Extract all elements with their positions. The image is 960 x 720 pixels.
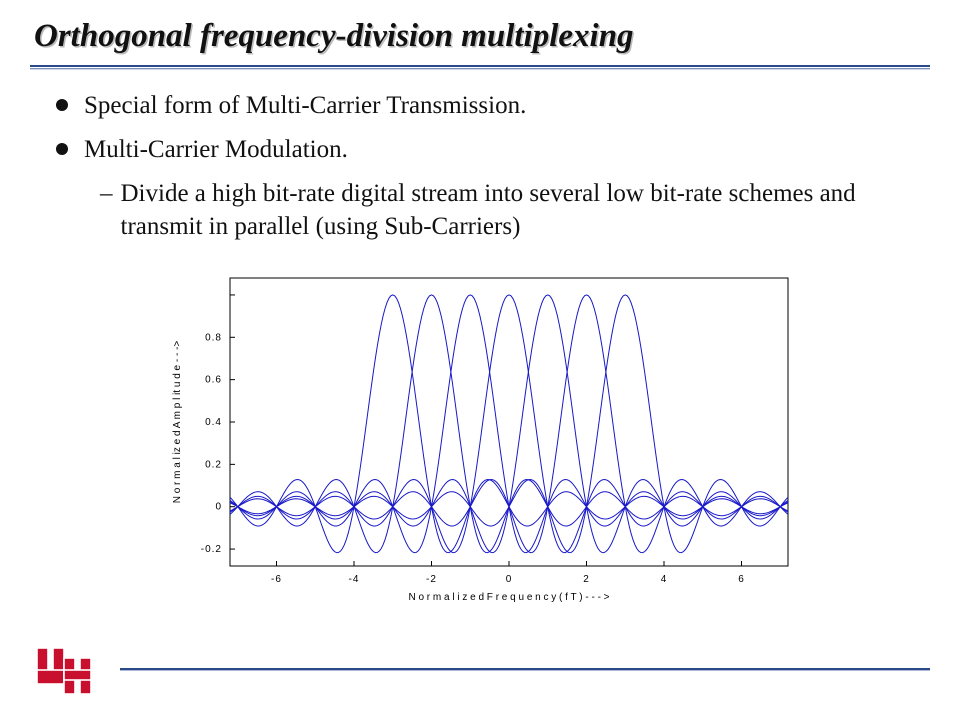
slide-title: Orthogonal frequency-division multiplexi… [30,18,930,55]
chart-svg: -6 -4 -2 0 2 4 6 -0.2 0 0.2 0.4 0.6 0.8 N o r m a l i… [160,270,800,610]
content-area: Special form of Multi-Carrier Transmissi… [30,89,930,610]
svg-text:-2: -2 [426,574,437,585]
svg-text:0.2: 0.2 [205,459,222,470]
svg-text:0.4: 0.4 [205,417,222,428]
svg-text:-0.2: -0.2 [201,544,222,555]
bullet-text: Multi-Carrier Modulation. [84,133,348,167]
bullet-item: Special form of Multi-Carrier Transmissi… [56,89,904,123]
footer-rule [120,668,930,672]
svg-text:4: 4 [661,574,668,585]
uh-logo [34,646,94,696]
svg-text:N o r m a l i z e d F r e q: N o r m a l i z e d F r e q u e n c y ( … [408,592,609,603]
svg-text:2: 2 [583,574,590,585]
svg-text:0: 0 [506,574,513,585]
svg-text:6: 6 [738,574,745,585]
svg-text:0.8: 0.8 [205,332,222,343]
bullet-text: Special form of Multi-Carrier Transmissi… [84,89,526,123]
svg-text:0.6: 0.6 [205,375,222,386]
sub-bullet-item: – Divide a high bit-rate digital stream … [100,177,904,245]
dash-icon: – [100,177,113,211]
svg-text:N o r m a l iz e d A m p l it: N o r m a l iz e d A m p l it u d e - - … [172,341,183,504]
title-rule [30,65,930,71]
ofdm-chart: -6 -4 -2 0 2 4 6 -0.2 0 0.2 0.4 0.6 0.8 N o r m a l i… [160,270,800,610]
svg-text:0: 0 [215,502,222,513]
sub-bullet-text: Divide a high bit-rate digital stream in… [121,177,901,245]
svg-text:-4: -4 [349,574,360,585]
bullet-icon [56,99,68,111]
bullet-item: Multi-Carrier Modulation. [56,133,904,167]
svg-text:-6: -6 [271,574,282,585]
bullet-icon [56,143,68,155]
slide: Orthogonal frequency-division multiplexi… [0,0,960,720]
